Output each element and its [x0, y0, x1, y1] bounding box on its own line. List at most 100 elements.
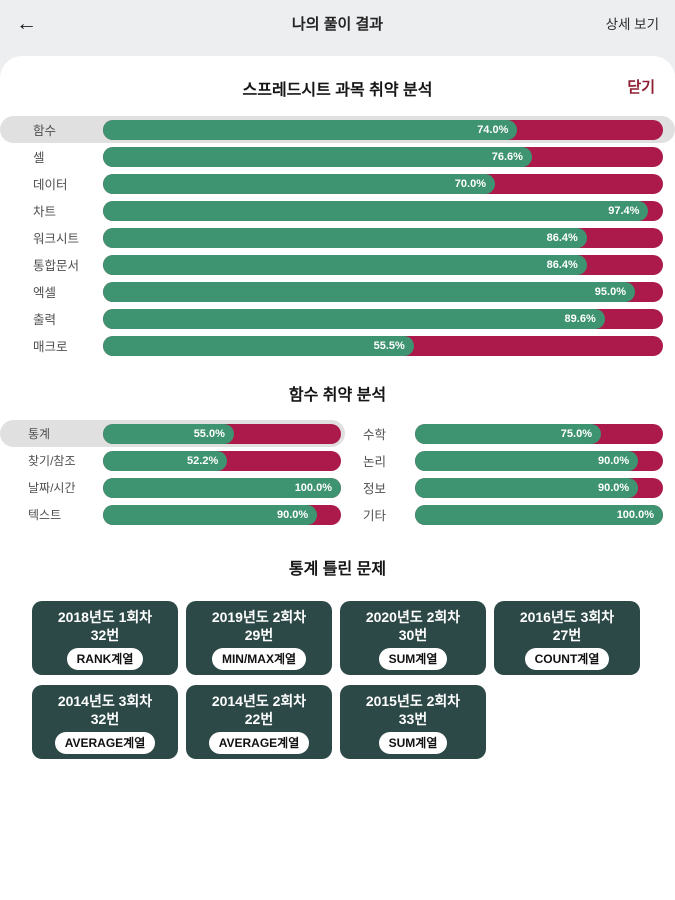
bar-fill: 95.0%: [103, 281, 635, 302]
bar-track: 86.4%: [103, 254, 663, 275]
function-family-badge: RANK계열: [66, 648, 144, 670]
chart-row[interactable]: 날짜/시간 100.0%: [0, 474, 345, 501]
detail-view-link[interactable]: 상세 보기: [605, 17, 659, 32]
bar-fill: 76.6%: [103, 146, 532, 167]
question-number: 33번: [398, 711, 428, 727]
chart-row[interactable]: 셀 76.6%: [0, 143, 675, 170]
category-label: 데이터: [33, 178, 68, 192]
exam-round: 2020년도 2회차: [365, 609, 461, 625]
category-label: 차트: [33, 205, 57, 219]
bar-track: 97.4%: [103, 200, 663, 221]
bar-fill: 89.6%: [103, 308, 605, 329]
wrong-problem-card[interactable]: 2018년도 1회차 32번 RANK계열: [32, 601, 178, 675]
wrong-problem-card[interactable]: 2014년도 2회차 22번 AVERAGE계열: [186, 685, 332, 759]
wrong-problem-card[interactable]: 2020년도 2회차 30번 SUM계열: [340, 601, 486, 675]
function-analysis-title: 함수 취약 분석: [288, 387, 387, 404]
chart-row[interactable]: 데이터 70.0%: [0, 170, 675, 197]
function-family-badge: SUM계열: [378, 648, 448, 670]
subject-weakness-chart: 함수 74.0% 셀 76.6% 데이터 70.0% 차트 97.4% 워크시트 86.4% 통합문…: [0, 116, 675, 359]
category-label: 셀: [33, 151, 45, 165]
bar-value-label: 100.0%: [294, 481, 332, 494]
function-chart-right-column: 수학 75.0% 논리 90.0% 정보 90.0% 기타 100.0%: [353, 420, 675, 528]
exam-round: 2018년도 1회차: [57, 609, 153, 625]
chart-row[interactable]: 통계 55.0%: [0, 420, 345, 447]
chart-row[interactable]: 논리 90.0%: [353, 447, 663, 474]
chart-row[interactable]: 출력 89.6%: [0, 305, 675, 332]
bar-track: 74.0%: [103, 119, 663, 140]
bar-track: 76.6%: [103, 146, 663, 167]
chart-row[interactable]: 기타 100.0%: [353, 501, 663, 528]
bar-fill: 86.4%: [103, 254, 587, 275]
chart-row[interactable]: 정보 90.0%: [353, 474, 663, 501]
wrong-problem-card[interactable]: 2015년도 2회차 33번 SUM계열: [340, 685, 486, 759]
sheet-title: 스프레드시트 과목 취약 분석: [242, 82, 433, 99]
exam-round: 2015년도 2회차: [365, 693, 461, 709]
bar-track: 90.0%: [415, 477, 663, 498]
exam-round: 2014년도 2회차: [211, 693, 307, 709]
bar-value-label: 90.0%: [597, 454, 630, 467]
bar-track: 90.0%: [415, 450, 663, 471]
category-label: 날짜/시간: [28, 481, 76, 495]
bar-value-label: 86.4%: [546, 231, 578, 244]
wrong-problem-card[interactable]: 2016년도 3회차 27번 COUNT계열: [494, 601, 640, 675]
exam-round: 2014년도 3회차: [57, 693, 153, 709]
question-number: 32번: [90, 627, 120, 643]
bar-track: 89.6%: [103, 308, 663, 329]
sheet-header: 스프레드시트 과목 취약 분석 닫기: [0, 76, 675, 99]
exam-round: 2016년도 3회차: [519, 609, 615, 625]
question-number: 29번: [244, 627, 274, 643]
bar-track: 55.5%: [103, 335, 663, 356]
category-label: 워크시트: [33, 232, 80, 246]
function-family-badge: SUM계열: [378, 732, 448, 754]
top-app-bar: ← 나의 풀이 결과 상세 보기: [0, 0, 675, 46]
chart-row[interactable]: 엑셀 95.0%: [0, 278, 675, 305]
chart-row[interactable]: 텍스트 90.0%: [0, 501, 345, 528]
category-label: 엑셀: [33, 286, 57, 300]
function-family-badge: COUNT계열: [524, 648, 610, 670]
wrong-problem-card-grid: 2018년도 1회차 32번 RANK계열 2019년도 2회차 29번 MIN/MAX계…: [32, 601, 646, 759]
category-label: 찾기/참조: [28, 454, 76, 468]
bar-track: 70.0%: [103, 173, 663, 194]
result-sheet: 스프레드시트 과목 취약 분석 닫기 함수 74.0% 셀 76.6% 데이터 70.0%…: [0, 56, 675, 900]
chart-row[interactable]: 매크로 55.5%: [0, 332, 675, 359]
bar-value-label: 52.2%: [187, 454, 219, 467]
bar-track: 100.0%: [415, 504, 663, 525]
category-label: 통합문서: [33, 259, 80, 273]
bar-track: 55.0%: [103, 423, 341, 444]
wrong-problem-card[interactable]: 2019년도 2회차 29번 MIN/MAX계열: [186, 601, 332, 675]
category-label: 매크로: [33, 340, 68, 354]
bar-value-label: 74.0%: [477, 123, 509, 136]
bar-value-label: 90.0%: [597, 481, 630, 494]
bar-value-label: 97.4%: [608, 204, 640, 217]
bar-fill: 70.0%: [103, 173, 495, 194]
bar-value-label: 55.5%: [373, 339, 405, 352]
bar-fill: 100.0%: [415, 504, 663, 525]
chart-row[interactable]: 함수 74.0%: [0, 116, 675, 143]
function-chart-left-column: 통계 55.0% 찾기/참조 52.2% 날짜/시간 100.0% 텍스트 90.0%: [0, 420, 345, 528]
function-family-badge: AVERAGE계열: [208, 732, 310, 754]
chart-row[interactable]: 통합문서 86.4%: [0, 251, 675, 278]
chart-row[interactable]: 수학 75.0%: [353, 420, 663, 447]
wrong-problems-title: 통계 틀린 문제: [288, 561, 387, 578]
category-label: 텍스트: [28, 508, 62, 522]
bar-track: 90.0%: [103, 504, 341, 525]
wrong-problem-card[interactable]: 2014년도 3회차 32번 AVERAGE계열: [32, 685, 178, 759]
chart-row[interactable]: 워크시트 86.4%: [0, 224, 675, 251]
category-label: 논리: [363, 455, 387, 469]
chart-row[interactable]: 차트 97.4%: [0, 197, 675, 224]
bar-track: 95.0%: [103, 281, 663, 302]
category-label: 함수: [33, 124, 57, 138]
bar-fill: 90.0%: [103, 504, 318, 525]
exam-round: 2019년도 2회차: [211, 609, 307, 625]
function-family-badge: AVERAGE계열: [54, 732, 156, 754]
close-button[interactable]: 닫기: [627, 79, 655, 96]
bar-value-label: 75.0%: [560, 427, 592, 440]
back-icon[interactable]: ←: [16, 11, 37, 35]
chart-row[interactable]: 찾기/참조 52.2%: [0, 447, 345, 474]
bar-fill: 75.0%: [415, 423, 601, 444]
bar-value-label: 95.0%: [594, 285, 626, 298]
bar-track: 75.0%: [415, 423, 663, 444]
bar-value-label: 76.6%: [491, 150, 523, 163]
category-label: 출력: [33, 313, 57, 327]
question-number: 30번: [398, 627, 428, 643]
